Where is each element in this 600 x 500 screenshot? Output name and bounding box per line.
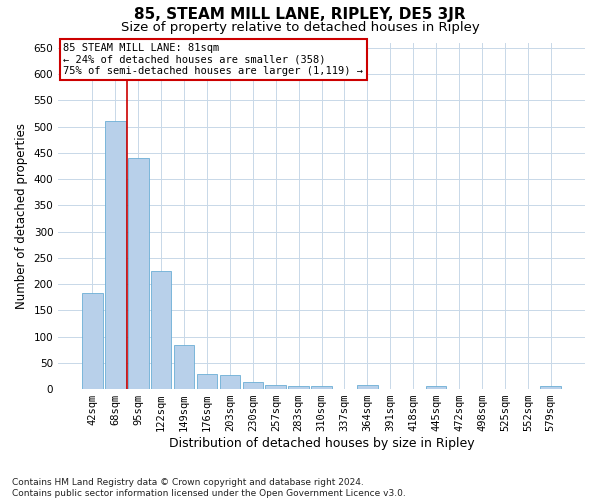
Bar <box>105 120 125 389</box>
Bar <box>265 385 286 389</box>
Bar <box>174 346 194 389</box>
Text: Contains HM Land Registry data © Crown copyright and database right 2024.
Contai: Contains HM Land Registry data © Crown c… <box>12 478 406 498</box>
Bar <box>82 293 103 389</box>
Text: 85 STEAM MILL LANE: 81sqm
← 24% of detached houses are smaller (358)
75% of semi: 85 STEAM MILL LANE: 81sqm ← 24% of detac… <box>64 43 364 76</box>
Text: 85, STEAM MILL LANE, RIPLEY, DE5 3JR: 85, STEAM MILL LANE, RIPLEY, DE5 3JR <box>134 8 466 22</box>
Bar <box>128 158 149 389</box>
Bar <box>357 385 378 389</box>
Bar <box>311 386 332 389</box>
Y-axis label: Number of detached properties: Number of detached properties <box>15 123 28 309</box>
Text: Size of property relative to detached houses in Ripley: Size of property relative to detached ho… <box>121 21 479 34</box>
Bar <box>289 386 309 389</box>
Bar <box>242 382 263 389</box>
Bar <box>541 386 561 389</box>
X-axis label: Distribution of detached houses by size in Ripley: Distribution of detached houses by size … <box>169 437 475 450</box>
Bar <box>151 272 172 389</box>
Bar <box>197 374 217 389</box>
Bar <box>220 375 240 389</box>
Bar <box>426 386 446 389</box>
